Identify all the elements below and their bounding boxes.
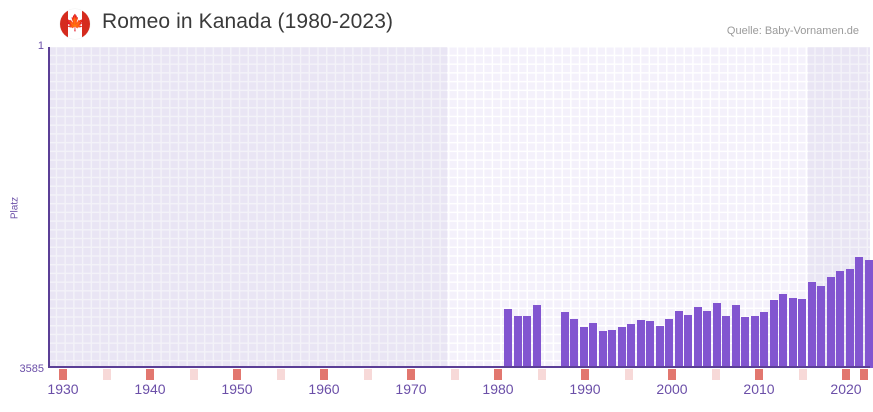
bar-1997 — [665, 319, 673, 368]
bar-2003 — [722, 316, 730, 368]
y-axis-title: Platz — [9, 196, 21, 219]
bar-2006 — [751, 316, 759, 368]
bar-1993 — [627, 324, 635, 368]
bar-1991 — [608, 330, 616, 368]
y-axis-line — [48, 47, 50, 368]
bar-2001 — [703, 311, 711, 368]
bar-2016 — [846, 269, 854, 368]
x-tick-mark — [233, 369, 241, 380]
x-axis-tick-marks — [48, 369, 870, 380]
bar-1999 — [684, 315, 692, 368]
x-tick-mark — [146, 369, 154, 380]
y-axis-tick-bottom: 3585 — [19, 363, 44, 375]
bar-1987 — [570, 319, 578, 368]
x-axis-label-1970: 1970 — [395, 381, 427, 397]
flag-left-band — [60, 9, 68, 39]
x-tick-mark — [407, 369, 415, 380]
x-axis-label-1930: 1930 — [47, 381, 79, 397]
x-tick-mark — [755, 369, 763, 380]
x-tick-mark — [364, 369, 372, 380]
x-tick-mark — [799, 369, 807, 380]
x-tick-mark — [712, 369, 720, 380]
bar-2008 — [770, 300, 778, 368]
maple-leaf-icon: 🍁 — [65, 15, 85, 32]
bar-1996 — [656, 326, 664, 368]
flag-right-band — [82, 9, 90, 39]
x-axis-label-2010: 2010 — [743, 381, 775, 397]
x-tick-mark — [494, 369, 502, 380]
x-tick-mark — [320, 369, 328, 380]
chart-header: 🍁 Romeo in Kanada (1980-2023) Quelle: Ba… — [0, 0, 873, 45]
x-tick-mark — [860, 369, 868, 380]
bar-1986 — [561, 312, 569, 368]
x-tick-mark — [103, 369, 111, 380]
bar-2015 — [836, 271, 844, 368]
bar-1983 — [533, 305, 541, 368]
x-axis-label-1940: 1940 — [134, 381, 166, 397]
bar-1995 — [646, 321, 654, 368]
chart-plot-area: 1 3585 Platz — [10, 40, 873, 375]
x-tick-mark — [668, 369, 676, 380]
bar-2009 — [779, 294, 787, 368]
x-axis-line — [48, 366, 870, 368]
x-tick-mark — [277, 369, 285, 380]
x-tick-mark — [59, 369, 67, 380]
x-tick-mark — [625, 369, 633, 380]
x-axis-label-1960: 1960 — [308, 381, 340, 397]
bar-1998 — [675, 311, 683, 368]
bar-1990 — [599, 331, 607, 368]
bar-1988 — [580, 327, 588, 368]
bar-2014 — [827, 277, 835, 368]
bar-1980 — [504, 309, 512, 368]
x-axis-label-1990: 1990 — [569, 381, 601, 397]
bar-1989 — [589, 323, 597, 368]
bar-2011 — [798, 299, 806, 368]
bar-2005 — [741, 317, 749, 368]
bar-1992 — [618, 327, 626, 368]
x-axis-label-1980: 1980 — [482, 381, 514, 397]
bar-1982 — [523, 316, 531, 368]
bar-2004 — [732, 305, 740, 368]
bar-2017 — [855, 257, 863, 368]
bar-2010 — [789, 298, 797, 368]
bar-2000 — [694, 307, 702, 368]
bar-1981 — [514, 316, 522, 368]
page-title: Romeo in Kanada (1980-2023) — [102, 10, 394, 33]
x-axis-label-2020: 2020 — [830, 381, 862, 397]
x-axis-label-1950: 1950 — [221, 381, 253, 397]
canada-flag-icon: 🍁 — [60, 9, 90, 39]
bar-2012 — [808, 282, 816, 368]
bar-2002 — [713, 303, 721, 368]
bar-series — [48, 47, 873, 368]
x-tick-mark — [842, 369, 850, 380]
bar-2018 — [865, 260, 873, 368]
x-axis-label-2000: 2000 — [656, 381, 688, 397]
x-tick-mark — [451, 369, 459, 380]
y-axis-tick-top: 1 — [37, 40, 44, 52]
x-tick-mark — [581, 369, 589, 380]
bar-1994 — [637, 320, 645, 368]
bar-2013 — [817, 286, 825, 368]
x-tick-mark — [190, 369, 198, 380]
x-axis-labels: 1930 1940 1950 1960 1970 1980 1990 2000 2010 2020 — [47, 381, 870, 405]
source-attribution: Quelle: Baby-Vornamen.de — [726, 25, 859, 37]
x-tick-mark — [538, 369, 546, 380]
bar-2007 — [760, 312, 768, 368]
